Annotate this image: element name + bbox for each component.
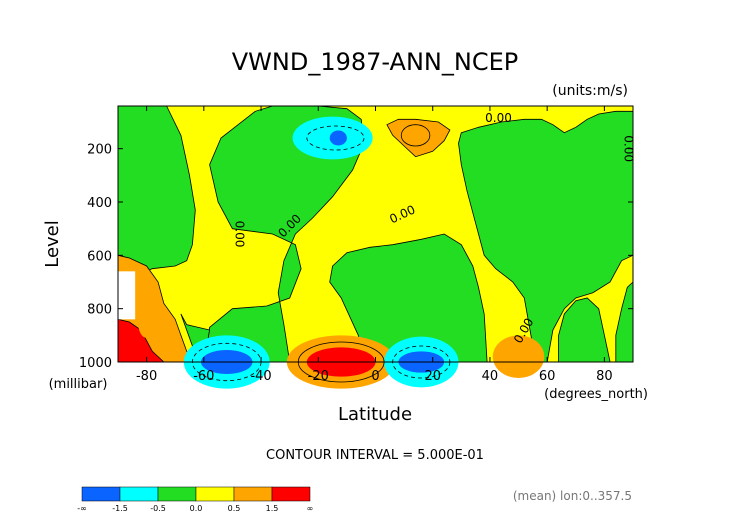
colorbar-bin [233, 486, 273, 502]
colorbar: -∞ -1.5 -0.5 0.0 0.5 1.5 ∞ [77, 486, 314, 513]
y-tick-label: 600 [87, 249, 112, 264]
positive-core-north-surface [492, 335, 545, 378]
x-axis-label: Latitude [338, 404, 412, 425]
y-tick-label: 200 [87, 143, 112, 158]
contour-line-north-upper [400, 124, 431, 147]
plot-area [117, 105, 634, 389]
y-axis-label: Level [42, 220, 63, 268]
x-tick-label: 0 [371, 369, 379, 384]
x-tick-label: -80 [136, 369, 157, 384]
x-axis: -80 -60 -40 -20 0 20 40 60 80 [136, 106, 613, 384]
x-tick-label: 20 [424, 369, 441, 384]
colorbar-label: 1.5 [266, 504, 279, 513]
x-tick-label: -60 [193, 369, 214, 384]
colorbar-bin [81, 486, 121, 502]
negative-region-equator [329, 233, 488, 363]
negative-region-north-mid [458, 110, 634, 363]
contour-line-upper-south [306, 125, 365, 151]
mean-note: (mean) lon:0..357.5 [513, 489, 632, 503]
x-tick-label: 60 [539, 369, 556, 384]
negative-region-north-low [558, 297, 611, 363]
colorbar-bin [157, 486, 197, 502]
colorbar-label: ∞ [307, 504, 314, 513]
contour-label: 0.00 [232, 221, 246, 248]
chart-title: VWND_1987-ANN_NCEP [232, 48, 518, 76]
colorbar-label: -0.5 [150, 504, 166, 513]
units-label: (units:m/s) [552, 83, 628, 99]
y-tick-label: 1000 [79, 356, 112, 371]
colorbar-bin [271, 486, 311, 502]
y-tick-label: 400 [87, 196, 112, 211]
y-tick-label: 800 [87, 303, 112, 318]
colorbar-bin [195, 486, 235, 502]
masked-region [118, 271, 136, 320]
colorbar-bin [119, 486, 159, 502]
colorbar-label: -1.5 [112, 504, 128, 513]
x-tick-label: -20 [308, 369, 329, 384]
positive-core-small [138, 306, 156, 338]
y-units-label: (millibar) [49, 377, 108, 392]
x-tick-label: -40 [250, 369, 271, 384]
positive-core-north-upper [386, 118, 451, 158]
x-tick-label: 40 [482, 369, 499, 384]
strong-negative-core-upper [329, 130, 347, 146]
x-tick-label: 80 [596, 369, 613, 384]
colorbar-label: -∞ [77, 504, 87, 513]
contour-interval-note: CONTOUR INTERVAL = 5.000E-01 [266, 448, 484, 463]
contour-label: 0.00 [621, 135, 635, 162]
y-axis: 200 400 600 800 1000 [79, 143, 633, 371]
colorbar-label: 0.0 [190, 504, 203, 513]
colorbar-label: 0.5 [228, 504, 241, 513]
contour-label: 0.00 [485, 111, 512, 125]
x-units-label: (degrees_north) [544, 387, 648, 402]
